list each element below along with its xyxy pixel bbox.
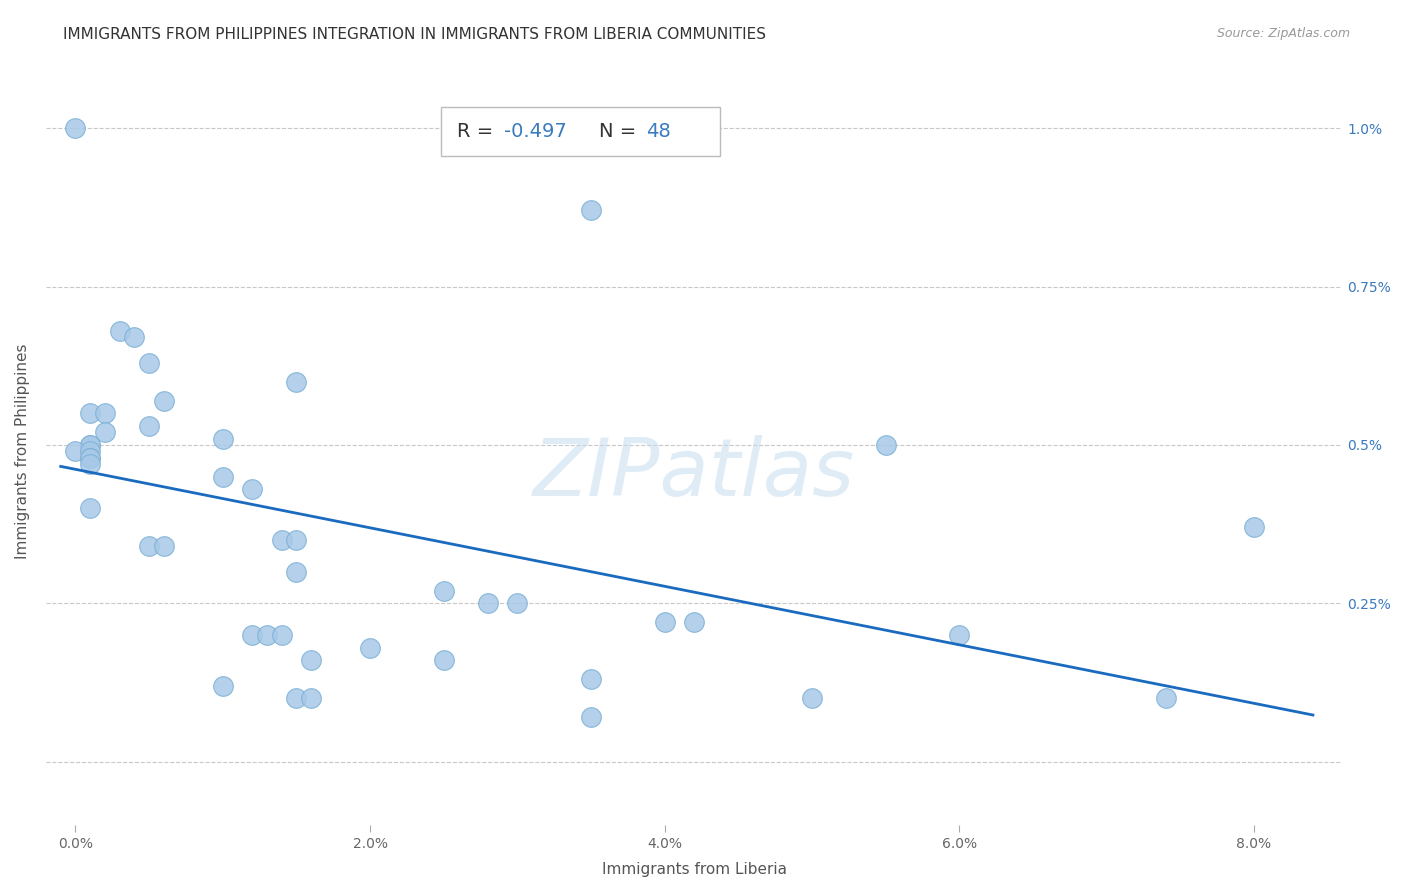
Text: ZIPatlas: ZIPatlas	[533, 434, 855, 513]
Point	[433, 653, 456, 667]
Point	[211, 469, 233, 483]
Point	[285, 375, 308, 389]
Point	[79, 438, 101, 452]
Point	[875, 438, 897, 452]
Point	[1154, 691, 1177, 706]
Point	[270, 533, 292, 547]
Point	[65, 444, 87, 458]
Point	[138, 355, 160, 369]
Point	[79, 406, 101, 420]
FancyBboxPatch shape	[441, 107, 720, 156]
Point	[124, 330, 146, 344]
Text: -0.497: -0.497	[503, 122, 567, 141]
Point	[433, 583, 456, 598]
Point	[1243, 520, 1265, 534]
Point	[94, 425, 117, 440]
Point	[79, 438, 101, 452]
Point	[79, 450, 101, 465]
Text: Source: ZipAtlas.com: Source: ZipAtlas.com	[1216, 27, 1350, 40]
Point	[285, 691, 308, 706]
Text: R =: R =	[457, 122, 499, 141]
Point	[654, 615, 676, 630]
Point	[506, 596, 529, 610]
Point	[211, 432, 233, 446]
Point	[94, 406, 117, 420]
Point	[79, 457, 101, 471]
Point	[579, 673, 602, 687]
Point	[579, 203, 602, 218]
X-axis label: Immigrants from Liberia: Immigrants from Liberia	[602, 862, 787, 877]
Point	[477, 596, 499, 610]
Point	[79, 450, 101, 465]
Point	[153, 393, 176, 408]
Text: 48: 48	[647, 122, 671, 141]
Point	[211, 679, 233, 693]
Point	[153, 539, 176, 553]
Point	[299, 691, 322, 706]
Point	[65, 121, 87, 136]
Text: IMMIGRANTS FROM PHILIPPINES INTEGRATION IN IMMIGRANTS FROM LIBERIA COMMUNITIES: IMMIGRANTS FROM PHILIPPINES INTEGRATION …	[63, 27, 766, 42]
Text: N =: N =	[599, 122, 643, 141]
Point	[683, 615, 706, 630]
Point	[138, 418, 160, 433]
Point	[240, 483, 263, 497]
Point	[801, 691, 824, 706]
Point	[948, 628, 970, 642]
Point	[256, 628, 278, 642]
Point	[285, 565, 308, 579]
Point	[138, 539, 160, 553]
Point	[285, 533, 308, 547]
Point	[108, 324, 131, 338]
Point	[579, 710, 602, 724]
Point	[79, 444, 101, 458]
Point	[79, 501, 101, 516]
Point	[359, 640, 381, 655]
Y-axis label: Immigrants from Philippines: Immigrants from Philippines	[15, 343, 30, 559]
Point	[240, 628, 263, 642]
Point	[299, 653, 322, 667]
Point	[270, 628, 292, 642]
